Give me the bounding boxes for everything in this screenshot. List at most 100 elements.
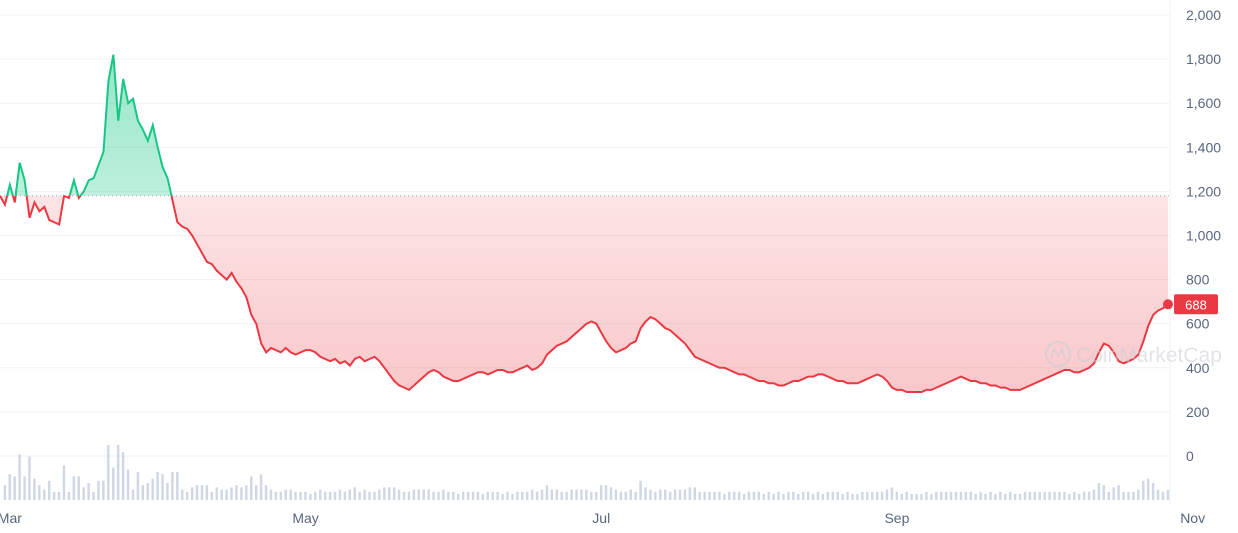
- volume-bar: [353, 487, 356, 500]
- volume-bar: [8, 474, 11, 500]
- volume-bar: [885, 489, 889, 500]
- volume-bar: [599, 485, 603, 500]
- x-tick-label: Jul: [592, 510, 610, 526]
- volume-bar: [1053, 491, 1056, 500]
- y-tick-label: 1,600: [1186, 95, 1221, 111]
- y-axis: 0 200 400 600 800 1,000 1,200 1,400 1,600 1,800 2,…: [1169, 0, 1221, 505]
- volume-bar: [491, 491, 494, 500]
- volume-bar: [742, 494, 746, 500]
- volume-bar: [639, 480, 642, 500]
- volume-bar: [930, 494, 933, 500]
- volume-bar: [166, 483, 169, 500]
- volume-bar: [880, 491, 884, 500]
- volume-bar: [713, 491, 716, 500]
- volume-bar: [52, 491, 56, 500]
- volume-bar: [13, 476, 16, 500]
- volume-bar: [609, 487, 613, 500]
- volume-bar: [826, 491, 830, 500]
- x-tick-label: May: [292, 510, 318, 526]
- y-tick-label: 400: [1186, 360, 1210, 376]
- volume-bar: [678, 489, 682, 500]
- volume-bar: [1122, 491, 1125, 500]
- volume-bar: [964, 491, 968, 500]
- volume-bar: [205, 485, 209, 500]
- volume-bar: [688, 487, 692, 500]
- volume-bar: [604, 485, 608, 500]
- volume-bar: [994, 494, 997, 500]
- volume-bar: [590, 491, 593, 500]
- volume-bar: [634, 491, 637, 500]
- volume-bar: [200, 485, 204, 500]
- volume-bar: [274, 491, 278, 500]
- volume-bar: [1018, 494, 1022, 500]
- volume-bar: [959, 491, 963, 500]
- volume-bar: [397, 489, 401, 500]
- volume-bar: [614, 489, 618, 500]
- volume-bar: [1132, 491, 1135, 500]
- y-tick-label: 1,800: [1186, 51, 1221, 67]
- volume-bar: [422, 489, 425, 500]
- volume-bar: [185, 491, 189, 500]
- volume-bar: [545, 485, 549, 500]
- volume-bar: [821, 494, 825, 500]
- volume-bar: [698, 491, 701, 500]
- volume-bar: [112, 467, 115, 500]
- volume-bar: [708, 491, 711, 500]
- volume-bar: [1077, 494, 1081, 500]
- volume-bar: [811, 494, 815, 500]
- volume-bar: [1102, 485, 1106, 500]
- volume-bar: [875, 491, 879, 500]
- volume-bar: [378, 489, 381, 500]
- volume-bar: [683, 489, 687, 500]
- volume-bar: [161, 474, 164, 500]
- volume-bar: [23, 476, 26, 500]
- volume-bar: [762, 494, 765, 500]
- volume-bar: [328, 491, 332, 500]
- volume-bar: [752, 491, 756, 500]
- volume-bar: [294, 491, 297, 500]
- volume-bar: [1146, 478, 1150, 500]
- volume-bar: [984, 494, 987, 500]
- y-tick-label: 1,000: [1186, 228, 1221, 244]
- volume-bar: [570, 489, 573, 500]
- volume-bar: [861, 491, 864, 500]
- volume-bar: [38, 485, 41, 500]
- volume-bar: [1092, 489, 1096, 500]
- volume-bar: [471, 491, 475, 500]
- volume-bar: [664, 489, 667, 500]
- volume-bar: [47, 480, 51, 500]
- volume-bar: [289, 489, 292, 500]
- volume-bar: [388, 487, 391, 500]
- y-tick-label: 0: [1186, 448, 1194, 464]
- volume-bar: [1142, 480, 1145, 500]
- price-line-down: [0, 195, 1169, 394]
- volume-bar: [516, 491, 519, 500]
- volume-bar: [1097, 483, 1101, 500]
- volume-bar: [457, 494, 460, 500]
- volume-bar: [363, 489, 366, 500]
- volume-bar: [195, 485, 199, 500]
- volume-bar: [136, 472, 140, 500]
- volume-bar: [131, 489, 135, 500]
- volume-bar: [412, 489, 416, 500]
- volume-bar: [284, 489, 287, 500]
- volume-bar: [126, 469, 130, 500]
- volume-bar: [792, 491, 795, 500]
- volume-bar: [452, 491, 455, 500]
- volume-bar: [841, 494, 844, 500]
- volume-bar: [757, 491, 761, 500]
- volume-bar: [733, 491, 736, 500]
- volume-bar: [624, 491, 627, 500]
- volume-bar: [447, 491, 450, 500]
- volume-bar: [82, 487, 85, 500]
- volume-bar: [999, 491, 1002, 500]
- volume-bar: [856, 494, 859, 500]
- volume-bar: [1004, 494, 1007, 500]
- volume-bar: [220, 489, 223, 500]
- volume-bar: [466, 491, 470, 500]
- volume-bar: [575, 489, 578, 500]
- volume-bar: [654, 491, 657, 500]
- y-tick-label: 1,400: [1186, 139, 1221, 155]
- volume-bar: [526, 491, 529, 500]
- volume-bar: [215, 487, 218, 500]
